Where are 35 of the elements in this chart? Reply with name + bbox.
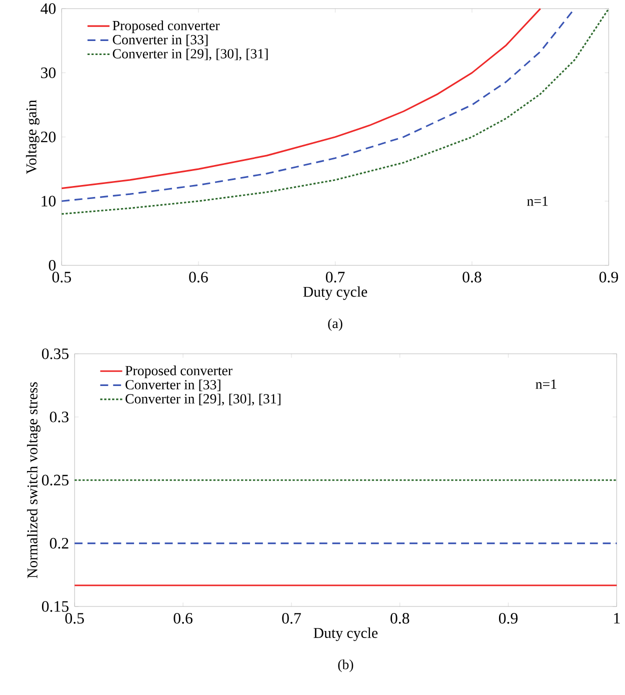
y-tick-label: 10 — [42, 196, 56, 206]
x-tick-label: 0.5 — [52, 272, 72, 283]
x-axis-title: Duty cycle — [303, 286, 368, 300]
x-tick-label: 0.7 — [282, 612, 302, 624]
text: (b) — [338, 660, 354, 672]
legend-label: Converter in [33] — [126, 380, 220, 392]
y-tick-label: 0.15 — [42, 601, 69, 612]
x-tick-label: 0.8 — [390, 612, 410, 624]
x-tick-label: 0.9 — [499, 612, 518, 624]
x-tick-label: 1 — [614, 612, 620, 624]
y-tick-label: 20 — [41, 132, 56, 142]
y-tick-label: 0.35 — [42, 348, 69, 360]
x-tick-label: 0.7 — [326, 272, 345, 283]
legend-label: Proposed converter — [112, 20, 220, 34]
annotation: n=1 — [536, 380, 556, 389]
x-tick-label: 0.8 — [462, 272, 482, 283]
y-axis-title: Voltage gain — [26, 100, 40, 174]
annotation: n=1 — [527, 196, 548, 206]
y-tick-label: 0.2 — [50, 538, 68, 549]
y-tick-label: 0.25 — [42, 474, 69, 486]
x-axis-title: Duty cycle — [314, 628, 378, 642]
y-tick-label: 0 — [49, 260, 56, 271]
y-tick-label: 30 — [41, 67, 56, 78]
x-tick-label: 0.5 — [65, 612, 84, 624]
y-tick-label: 0.3 — [50, 412, 69, 422]
legend-label: Converter in [33] — [113, 34, 208, 46]
x-tick-label: 0.6 — [189, 272, 208, 283]
legend-label: Converter in [29], [30], [31] — [113, 48, 268, 60]
x-tick-label: 0.6 — [174, 612, 193, 624]
x-tick-label: 0.9 — [600, 272, 618, 283]
text: (a) — [328, 318, 342, 331]
y-tick-label: 40 — [40, 3, 56, 14]
y-axis-title: Normalized switch voltage stress — [27, 382, 41, 578]
legend-label: Converter in [29], [30], [31] — [126, 394, 281, 406]
legend-label: Proposed converter — [126, 366, 233, 378]
